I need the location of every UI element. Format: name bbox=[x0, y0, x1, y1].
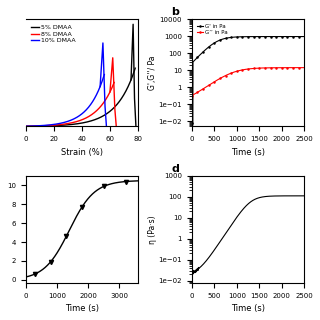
10% DMAA bbox=[69, 118, 73, 122]
8% DMAA bbox=[112, 81, 116, 84]
8% DMAA bbox=[98, 105, 102, 109]
G’’ in Pa bbox=[302, 66, 306, 69]
G’’ in Pa bbox=[197, 90, 201, 93]
Line: 5% DMAA: 5% DMAA bbox=[26, 68, 135, 126]
5% DMAA bbox=[24, 124, 28, 128]
G' in Pa bbox=[262, 35, 266, 38]
5% DMAA bbox=[37, 124, 41, 128]
Y-axis label: η (Pa·s): η (Pa·s) bbox=[148, 215, 157, 244]
G’’ in Pa bbox=[190, 94, 194, 98]
10% DMAA bbox=[37, 124, 41, 128]
8% DMAA bbox=[76, 119, 80, 123]
8% DMAA bbox=[78, 119, 82, 123]
8% DMAA bbox=[24, 124, 28, 128]
Line: 8% DMAA: 8% DMAA bbox=[26, 83, 114, 126]
G’’ in Pa bbox=[287, 66, 291, 69]
10% DMAA bbox=[102, 73, 106, 76]
Legend: G' in Pa, G’’ in Pa: G' in Pa, G’’ in Pa bbox=[195, 22, 230, 37]
10% DMAA bbox=[55, 122, 59, 126]
G’’ in Pa bbox=[261, 66, 265, 70]
Text: d: d bbox=[172, 164, 180, 173]
10% DMAA bbox=[56, 122, 60, 126]
Text: b: b bbox=[172, 7, 180, 17]
G' in Pa bbox=[302, 35, 306, 38]
G' in Pa bbox=[190, 121, 194, 125]
5% DMAA bbox=[60, 124, 63, 127]
X-axis label: Time (s): Time (s) bbox=[231, 148, 265, 156]
X-axis label: Time (s): Time (s) bbox=[231, 304, 265, 313]
5% DMAA bbox=[103, 113, 107, 116]
X-axis label: Time (s): Time (s) bbox=[65, 304, 99, 313]
G' in Pa bbox=[191, 127, 195, 131]
G' in Pa bbox=[287, 35, 291, 38]
8% DMAA bbox=[24, 124, 28, 128]
8% DMAA bbox=[104, 97, 108, 101]
8% DMAA bbox=[76, 119, 80, 123]
10% DMAA bbox=[78, 113, 82, 117]
G’’ in Pa bbox=[255, 66, 259, 70]
Line: G’’ in Pa: G’’ in Pa bbox=[191, 67, 305, 96]
5% DMAA bbox=[67, 123, 71, 127]
10% DMAA bbox=[24, 124, 28, 128]
Line: G' in Pa: G' in Pa bbox=[191, 36, 305, 130]
5% DMAA bbox=[103, 113, 107, 117]
5% DMAA bbox=[93, 118, 97, 122]
G’’ in Pa bbox=[275, 66, 279, 70]
Line: 10% DMAA: 10% DMAA bbox=[26, 75, 104, 126]
X-axis label: Strain (%): Strain (%) bbox=[61, 148, 103, 156]
Y-axis label: G',G''/ Pa: G',G''/ Pa bbox=[148, 55, 157, 90]
G' in Pa bbox=[275, 35, 279, 38]
G' in Pa bbox=[258, 35, 262, 38]
10% DMAA bbox=[99, 82, 103, 86]
5% DMAA bbox=[133, 66, 137, 70]
G’’ in Pa bbox=[258, 66, 262, 70]
G' in Pa bbox=[255, 35, 259, 38]
Legend: 5% DMAA, 8% DMAA, 10% DMAA: 5% DMAA, 8% DMAA, 10% DMAA bbox=[29, 22, 78, 46]
G' in Pa bbox=[197, 54, 201, 58]
